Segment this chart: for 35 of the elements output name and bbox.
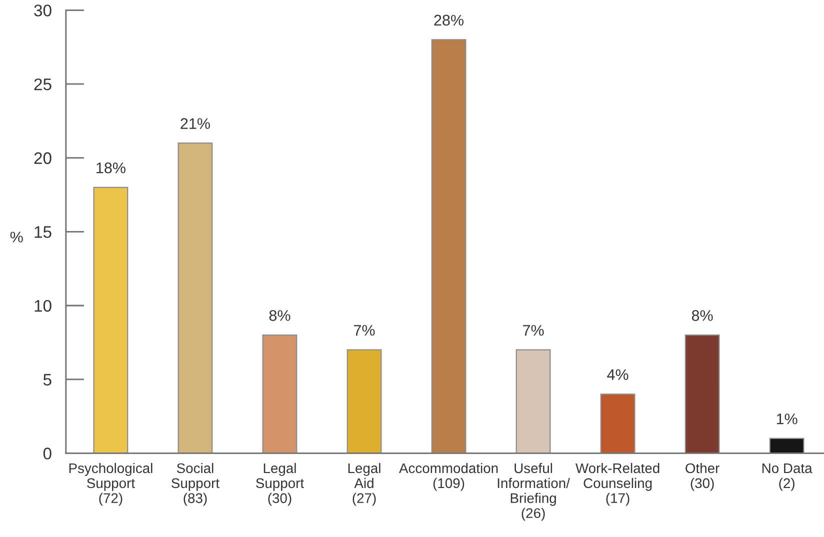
x-tick-label: Psychological Support (72) — [69, 462, 152, 506]
bar — [600, 394, 636, 454]
x-tick-label: Legal Support (30) — [256, 462, 304, 506]
bar — [262, 334, 298, 454]
bar — [769, 438, 804, 454]
y-tick-label: 5 — [43, 374, 52, 386]
y-tick-label: 10 — [34, 300, 52, 312]
x-tick-label: Legal Aid (27) — [348, 462, 380, 506]
data-label: 8% — [692, 310, 713, 321]
data-label: 7% — [354, 324, 375, 336]
x-tick-label: Work-Related Counseling (17) — [576, 462, 660, 506]
data-label: 8% — [269, 310, 290, 321]
y-tick-label: 25 — [34, 78, 52, 90]
bar — [684, 334, 720, 454]
data-label: 18% — [96, 162, 126, 174]
x-tick-label: Useful Information/ Briefing (26) — [498, 462, 570, 521]
bar — [93, 186, 128, 454]
bar — [431, 39, 466, 454]
y-tick-label: 20 — [34, 152, 52, 164]
y-tick-label: 30 — [34, 4, 52, 16]
x-tick-label: Other (30) — [686, 462, 720, 491]
data-label: 4% — [607, 369, 628, 380]
y-axis-title: % — [10, 232, 23, 242]
bar — [346, 349, 382, 454]
x-tick-label: Accommodation (109) — [399, 462, 498, 491]
data-label: 1% — [776, 414, 798, 424]
data-label: 21% — [180, 118, 210, 129]
x-tick-label: No Data (2) — [762, 463, 812, 491]
bar — [178, 142, 213, 454]
x-tick-label: Social Support (83) — [172, 462, 220, 506]
data-label: 7% — [523, 324, 544, 336]
data-label: 28% — [434, 14, 464, 26]
bar — [516, 349, 551, 454]
y-tick-label: 15 — [34, 226, 52, 238]
y-tick-label: 0 — [43, 448, 52, 460]
